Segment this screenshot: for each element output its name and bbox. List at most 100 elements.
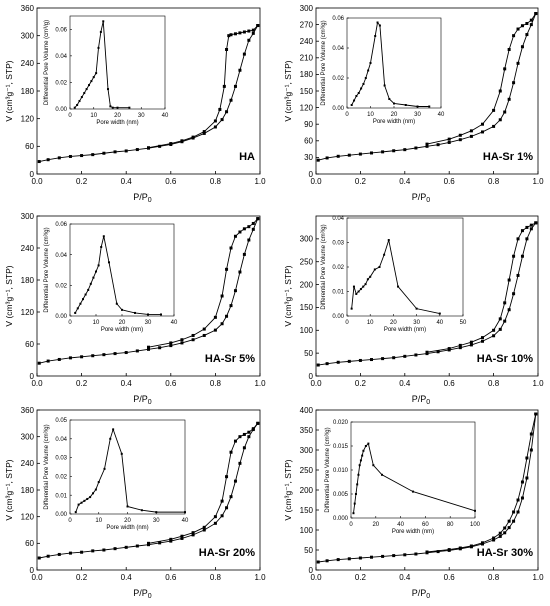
adsorption-point bbox=[213, 521, 217, 525]
inset-y-label: Differential Pore Volume (cm³/g) bbox=[44, 20, 50, 105]
pore-distribution-point bbox=[102, 20, 105, 23]
inset-x-label: Pore width (nm) bbox=[392, 529, 434, 535]
main-ytick-label: 180 bbox=[300, 70, 314, 79]
adsorption-point bbox=[414, 353, 418, 357]
adsorption-point bbox=[225, 110, 229, 114]
pore-distribution-point bbox=[416, 105, 419, 108]
pore-distribution-point bbox=[92, 76, 95, 79]
pore-distribution-point bbox=[80, 96, 83, 99]
main-ytick-label: 210 bbox=[300, 54, 314, 63]
main-xtick-label: 0.4 bbox=[399, 177, 411, 186]
desorption-point bbox=[534, 12, 538, 16]
inset-xtick-label: 50 bbox=[460, 320, 467, 326]
desorption-point bbox=[251, 221, 255, 225]
desorption-point bbox=[220, 499, 224, 503]
inset-xtick-label: 40 bbox=[397, 522, 404, 528]
sample-label: HA-Sr 1% bbox=[483, 151, 533, 163]
main-ytick-label: 350 bbox=[300, 426, 314, 435]
adsorption-point bbox=[180, 341, 184, 345]
adsorption-point bbox=[481, 130, 484, 134]
adsorption-point bbox=[113, 352, 117, 356]
adsorption-line bbox=[39, 218, 259, 364]
main-ytick-label: 240 bbox=[21, 59, 35, 68]
main-xtick-label: 0.2 bbox=[76, 177, 88, 186]
pore-distribution-point bbox=[89, 282, 92, 285]
pore-distribution-point bbox=[134, 311, 136, 314]
sample-label: HA-Sr 5% bbox=[205, 353, 255, 365]
main-xtick-label: 1.0 bbox=[254, 573, 266, 582]
adsorption-point bbox=[425, 144, 429, 148]
chart-panel-4: 0.0 0.2 0.4 0.6 0.8 1.0050100150200250300P/P0… bbox=[283, 215, 544, 406]
adsorption-point bbox=[80, 550, 84, 554]
adsorption-point bbox=[102, 548, 106, 552]
adsorption-point bbox=[512, 519, 516, 523]
pore-distribution-point bbox=[374, 35, 377, 37]
inset-ytick-label: 0.05 bbox=[55, 418, 67, 424]
desorption-point bbox=[516, 237, 520, 241]
pore-distribution-point bbox=[383, 253, 386, 256]
desorption-point bbox=[492, 108, 496, 112]
main-xtick-label: 1.0 bbox=[532, 573, 544, 582]
pore-distribution-point bbox=[373, 268, 376, 271]
main-ytick-label: 180 bbox=[21, 486, 35, 495]
desorption-point bbox=[469, 544, 473, 548]
inset-xtick-label: 0 bbox=[349, 522, 353, 528]
adsorption-point bbox=[158, 144, 162, 148]
main-ytick-label: 360 bbox=[21, 406, 35, 415]
adsorption-point bbox=[247, 238, 251, 242]
pore-distribution-point bbox=[388, 98, 391, 100]
pore-distribution-point bbox=[353, 502, 356, 505]
adsorption-point bbox=[370, 358, 373, 362]
inset-chart: 0 10 20 30 40 0.00 0.02 0.04 0.06 Pore width (nm)… bbox=[44, 222, 178, 333]
pore-distribution-point bbox=[412, 490, 414, 493]
inset-xtick-label: 20 bbox=[390, 320, 397, 326]
desorption-point bbox=[225, 267, 229, 271]
main-xtick-label: 0.0 bbox=[310, 379, 322, 388]
pore-distribution-point bbox=[415, 307, 418, 310]
adsorption-point bbox=[68, 356, 72, 360]
desorption-point bbox=[147, 146, 150, 150]
sample-label: HA bbox=[239, 151, 255, 163]
y-axis-label: V (cm³g⁻¹, STP) bbox=[283, 60, 293, 121]
adsorption-line bbox=[318, 13, 537, 161]
desorption-point bbox=[458, 343, 462, 347]
adsorption-point bbox=[91, 549, 95, 553]
inset-ytick-label: 0.00 bbox=[55, 107, 67, 113]
desorption-point bbox=[242, 227, 246, 231]
adsorption-point bbox=[57, 357, 61, 361]
desorption-point bbox=[256, 421, 260, 425]
pore-distribution-point bbox=[73, 106, 76, 109]
inset-xtick-label: 0 bbox=[345, 112, 349, 118]
inset-ytick-label: 0.02 bbox=[332, 265, 344, 271]
pore-distribution-point bbox=[364, 77, 367, 79]
pore-distribution-point bbox=[387, 239, 390, 242]
main-ytick-label: 150 bbox=[300, 506, 314, 515]
desorption-point bbox=[227, 34, 231, 38]
adsorption-point bbox=[512, 292, 516, 296]
desorption-point bbox=[520, 24, 524, 28]
adsorption-point bbox=[251, 31, 255, 35]
main-xtick-label: 0.8 bbox=[488, 573, 500, 582]
adsorption-point bbox=[37, 556, 41, 560]
main-frame bbox=[315, 215, 539, 377]
desorption-point bbox=[202, 130, 206, 134]
pore-distribution-point bbox=[85, 88, 88, 91]
pore-distribution-point bbox=[83, 499, 86, 502]
main-ytick-label: 150 bbox=[300, 87, 314, 96]
chart-panel-1: 0.0 0.2 0.4 0.6 0.8 1.0060120180240300360P/P0… bbox=[4, 4, 266, 204]
inset-ytick-label: 0.015 bbox=[333, 444, 349, 450]
main-ytick-label: 60 bbox=[25, 142, 34, 151]
main-xtick-label: 0.2 bbox=[76, 379, 88, 388]
main-ytick-label: 360 bbox=[21, 4, 35, 13]
main-xtick-label: 0.6 bbox=[444, 177, 456, 186]
main-xtick-label: 0.0 bbox=[31, 379, 43, 388]
adsorption-point bbox=[202, 528, 206, 532]
desorption-point bbox=[147, 541, 150, 545]
pore-distribution-point bbox=[76, 307, 79, 310]
adsorption-point bbox=[213, 125, 217, 129]
adsorption-point bbox=[158, 346, 162, 350]
desorption-point bbox=[503, 67, 507, 71]
main-xtick-label: 0.6 bbox=[444, 379, 456, 388]
main-ytick-label: 180 bbox=[21, 276, 35, 285]
desorption-point bbox=[169, 341, 173, 345]
